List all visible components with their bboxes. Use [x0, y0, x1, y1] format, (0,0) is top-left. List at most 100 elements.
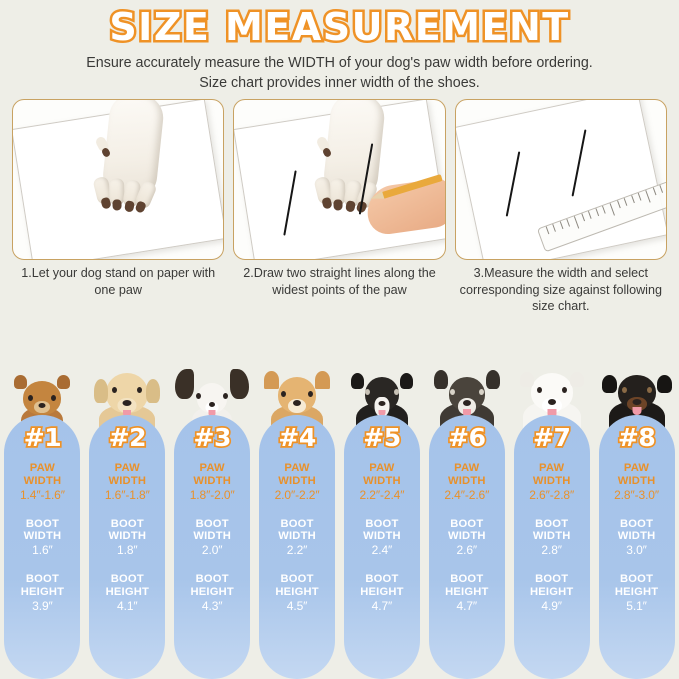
size-column-5[interactable]: #5 PAW WIDTH 2.2″-2.4″ BOOT WIDTH 2.4″ B… [340, 336, 425, 679]
boot-width-label-line2: WIDTH [532, 530, 571, 543]
boot-height-label-line1: BOOT [365, 573, 399, 586]
boot-height-label-line2: HEIGHT [275, 585, 319, 598]
boot-width-group: BOOT WIDTH 3.0″ [618, 518, 656, 559]
paw-width-label-line2: WIDTH [278, 474, 316, 487]
boot-width-label-line1: BOOT [535, 517, 569, 530]
ruler-tick [587, 210, 592, 219]
size-pill-7[interactable]: #7 PAW WIDTH 2.6″-2.8″ BOOT WIDTH 2.8″ B… [513, 415, 590, 679]
boot-height-label-line2: HEIGHT [614, 585, 659, 598]
boot-width-label-line2: WIDTH [23, 530, 62, 543]
boot-height-label-line2: HEIGHT [20, 585, 65, 598]
steps-row: 1.Let your dog stand on paper with one p… [0, 93, 679, 315]
boot-width-label-line1: BOOT [195, 517, 229, 530]
paw-width-value: 2.8″-3.0″ [614, 487, 660, 502]
ruler-tick [566, 218, 570, 227]
boot-width-label-line2: WIDTH [278, 530, 316, 543]
ruler-tick [580, 213, 585, 221]
boot-width-group: BOOT WIDTH 2.4″ [363, 518, 401, 559]
size-column-1[interactable]: #1 PAW WIDTH 1.4″-1.6″ BOOT WIDTH 1.6″ B… [0, 336, 85, 679]
size-column-4[interactable]: #4 PAW WIDTH 2.0″-2.2″ BOOT WIDTH 2.2″ B… [255, 336, 340, 679]
dog-paw-illustration [91, 100, 166, 211]
paw-width-value: 2.4″-2.6″ [444, 487, 490, 502]
paw-width-label-line2: WIDTH [363, 474, 401, 487]
paw-width-label-line2: WIDTH [23, 474, 62, 487]
ruler-tick [616, 200, 620, 208]
step-3-image [454, 99, 667, 260]
paw-width-group: PAW WIDTH 1.8″-2.0″ [190, 462, 235, 503]
size-pill-5[interactable]: #5 PAW WIDTH 2.2″-2.4″ BOOT WIDTH 2.4″ B… [343, 415, 420, 679]
step-2: 2.Draw two straight lines along the wide… [233, 99, 446, 315]
step-1-caption: 1.Let your dog stand on paper with one p… [21, 266, 216, 297]
boot-width-value: 2.6″ [456, 543, 478, 558]
ruler-tick [544, 226, 549, 234]
ruler-tick [651, 187, 656, 195]
boot-width-value: 2.4″ [371, 543, 393, 558]
ruler-tick [630, 194, 635, 203]
boot-height-group: BOOT HEIGHT 5.1″ [615, 573, 658, 614]
ruler-tick [644, 189, 651, 203]
ruler-tick [637, 192, 642, 201]
paw-width-label-line1: PAW [29, 462, 56, 474]
step-3: 3.Measure the width and select correspon… [454, 99, 667, 315]
ruler-tick [609, 202, 615, 216]
size-number: #2 [107, 421, 148, 453]
boot-width-label-line2: WIDTH [193, 530, 232, 543]
boot-height-group: BOOT HEIGHT 3.9″ [21, 573, 64, 614]
size-pill-3[interactable]: #3 PAW WIDTH 1.8″-2.0″ BOOT WIDTH 2.0″ B… [174, 415, 251, 679]
boot-height-value: 4.5″ [286, 598, 308, 613]
boot-height-value: 5.1″ [626, 598, 647, 613]
paw-width-label-line1: PAW [114, 462, 140, 474]
boot-height-group: BOOT HEIGHT 4.5″ [275, 573, 318, 614]
size-pill-4[interactable]: #4 PAW WIDTH 2.0″-2.2″ BOOT WIDTH 2.2″ B… [259, 415, 336, 679]
boot-width-label-line1: BOOT [25, 517, 59, 530]
boot-height-value: 4.1″ [117, 598, 138, 613]
paw-width-value: 1.4″-1.6″ [19, 487, 65, 502]
ruler-tick [559, 220, 563, 229]
boot-height-label-line1: BOOT [110, 573, 144, 586]
boot-height-label-line1: BOOT [620, 573, 654, 586]
size-column-7[interactable]: #7 PAW WIDTH 2.6″-2.8″ BOOT WIDTH 2.8″ B… [509, 336, 594, 679]
boot-width-group: BOOT WIDTH 1.6″ [24, 518, 62, 559]
size-number: #4 [277, 421, 318, 453]
boot-width-value: 1.6″ [32, 543, 53, 558]
size-column-2[interactable]: #2 PAW WIDTH 1.6″-1.8″ BOOT WIDTH 1.8″ B… [85, 336, 170, 679]
ruler-tick [594, 207, 599, 216]
boot-height-group: BOOT HEIGHT 4.1″ [106, 573, 149, 614]
step-1-image [12, 99, 225, 260]
ruler-tick [573, 215, 579, 229]
size-pill-8[interactable]: #8 PAW WIDTH 2.8″-3.0″ BOOT WIDTH 3.0″ B… [598, 415, 675, 679]
subtitle-line-1: Ensure accurately measure the WIDTH of y… [86, 55, 593, 71]
paw-width-value: 2.2″-2.4″ [359, 487, 405, 502]
size-pill-6[interactable]: #6 PAW WIDTH 2.4″-2.6″ BOOT WIDTH 2.6″ B… [428, 415, 505, 679]
step-2-image [233, 99, 446, 260]
size-column-6[interactable]: #6 PAW WIDTH 2.4″-2.6″ BOOT WIDTH 2.6″ B… [424, 336, 509, 679]
size-pill-1[interactable]: #1 PAW WIDTH 1.4″-1.6″ BOOT WIDTH 1.6″ B… [4, 415, 81, 679]
boot-height-group: BOOT HEIGHT 4.7″ [445, 573, 488, 614]
paw-width-label-line1: PAW [369, 462, 395, 474]
boot-height-value: 4.3″ [201, 598, 223, 613]
size-column-3[interactable]: #3 PAW WIDTH 1.8″-2.0″ BOOT WIDTH 2.0″ B… [170, 336, 255, 679]
boot-width-label-line1: BOOT [365, 517, 399, 530]
step-3-caption: 3.Measure the width and select correspon… [459, 266, 662, 313]
toe [329, 178, 346, 206]
size-number: #3 [192, 421, 233, 453]
boot-height-label-line2: HEIGHT [445, 585, 489, 598]
paw-width-label-line1: PAW [539, 462, 565, 474]
size-pill-2[interactable]: #2 PAW WIDTH 1.6″-1.8″ BOOT WIDTH 1.8″ B… [89, 415, 166, 679]
boot-height-label-line1: BOOT [25, 573, 59, 586]
paw-width-value: 2.6″-2.8″ [529, 487, 575, 502]
boot-height-label-line1: BOOT [195, 573, 229, 586]
boot-height-label-line1: BOOT [280, 573, 314, 586]
boot-width-label-line2: WIDTH [617, 530, 656, 543]
size-number: #6 [446, 421, 487, 453]
size-number: #7 [531, 421, 572, 453]
size-column-8[interactable]: #8 PAW WIDTH 2.8″-3.0″ BOOT WIDTH 3.0″ B… [594, 336, 679, 679]
boot-height-label-line2: HEIGHT [190, 585, 234, 598]
boot-width-value: 2.8″ [541, 543, 562, 558]
paw-width-group: PAW WIDTH 2.0″-2.2″ [275, 462, 320, 503]
paw-width-value: 1.8″-2.0″ [189, 487, 235, 502]
boot-width-label-line1: BOOT [619, 517, 654, 530]
paw-width-label-line2: WIDTH [193, 474, 232, 487]
toe [108, 178, 125, 206]
boot-width-value: 2.2″ [286, 543, 308, 558]
